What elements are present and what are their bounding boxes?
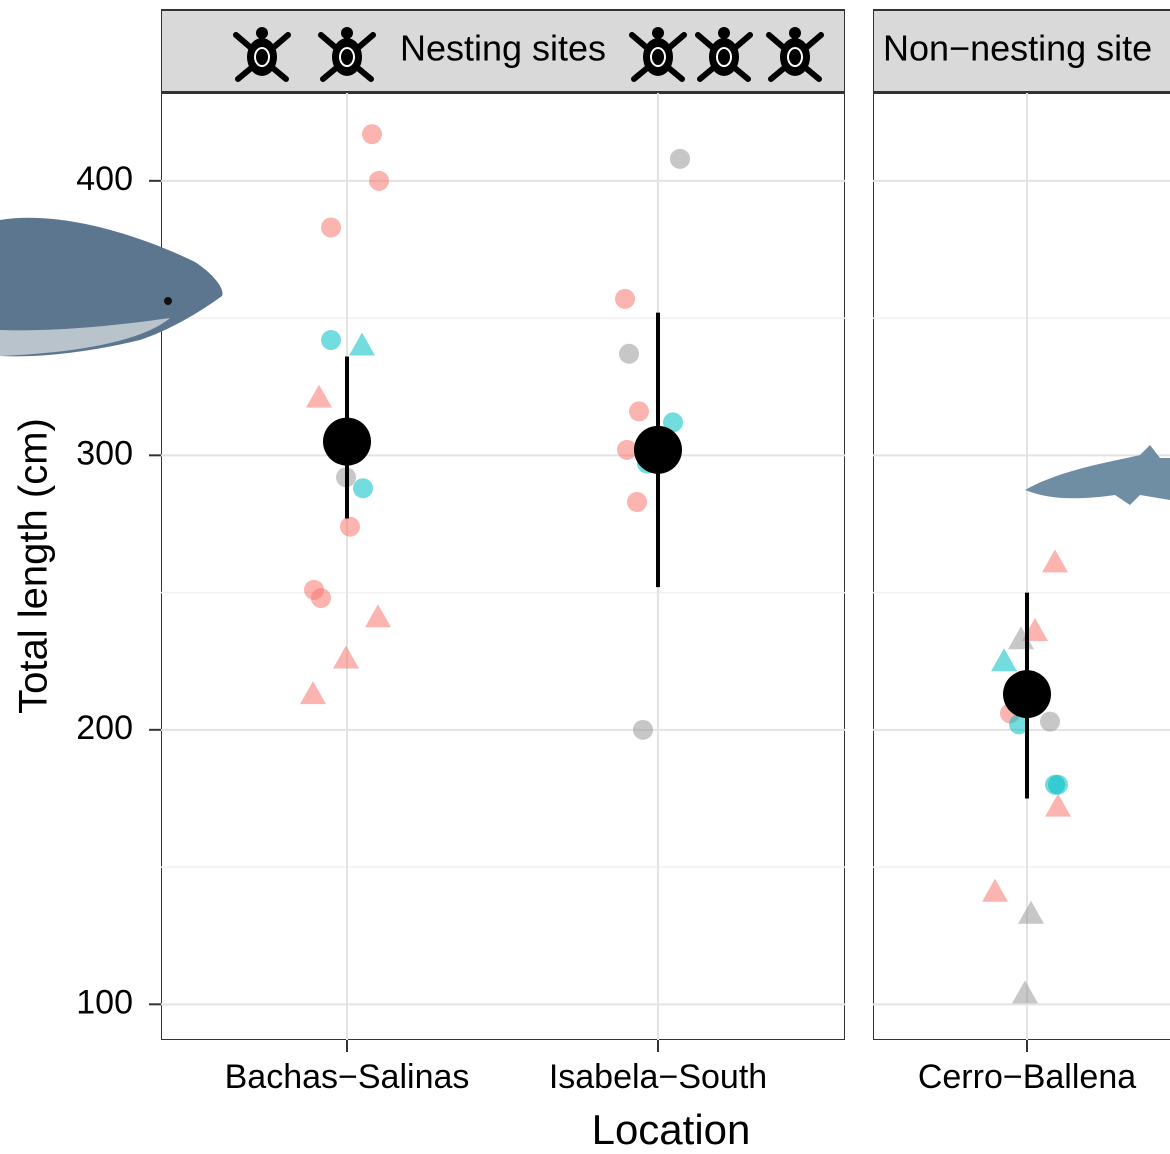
- point: [619, 344, 639, 364]
- x-tick-label: Bachas−Salinas: [225, 1058, 470, 1096]
- panel: Nesting sites: [161, 10, 845, 1040]
- turtle-head: [256, 27, 268, 39]
- x-axis-title: Location: [592, 1106, 751, 1153]
- panel: Non−nesting site: [873, 10, 1170, 1040]
- mean-point: [323, 418, 371, 466]
- x-tick-label: Cerro−Ballena: [918, 1058, 1136, 1096]
- y-axis-title: Total length (cm): [12, 418, 56, 714]
- point: [615, 289, 635, 309]
- strip-label: Nesting sites: [400, 28, 606, 69]
- point: [627, 492, 647, 512]
- turtle-head: [718, 27, 730, 39]
- y-tick-label: 300: [76, 434, 133, 472]
- point: [362, 124, 382, 144]
- point: [670, 149, 690, 169]
- point: [321, 218, 341, 238]
- shark-eye: [164, 297, 172, 305]
- point: [629, 401, 649, 421]
- y-tick-label: 200: [76, 709, 133, 747]
- y-tick-label: 100: [76, 983, 133, 1021]
- x-tick-label: Isabela−South: [549, 1058, 767, 1096]
- panel-bg: [161, 93, 845, 1040]
- point: [353, 478, 373, 498]
- point: [340, 517, 360, 537]
- mean-point: [1003, 670, 1051, 718]
- point: [321, 330, 341, 350]
- point: [1040, 712, 1060, 732]
- turtle-head: [341, 27, 353, 39]
- point: [1048, 775, 1068, 795]
- point: [311, 588, 331, 608]
- y-tick-label: 400: [76, 160, 133, 198]
- turtle-head: [652, 27, 664, 39]
- point: [369, 171, 389, 191]
- chart: Total length (cm) Location 100 200 300 400 N…: [0, 0, 1170, 1154]
- turtle-head: [789, 27, 801, 39]
- point: [633, 720, 653, 740]
- panel-bg: [873, 93, 1170, 1040]
- mean-point: [634, 426, 682, 474]
- strip-label: Non−nesting site: [883, 28, 1152, 69]
- page: {"chart_data":{"type":"scatter","y_label…: [0, 0, 1170, 1154]
